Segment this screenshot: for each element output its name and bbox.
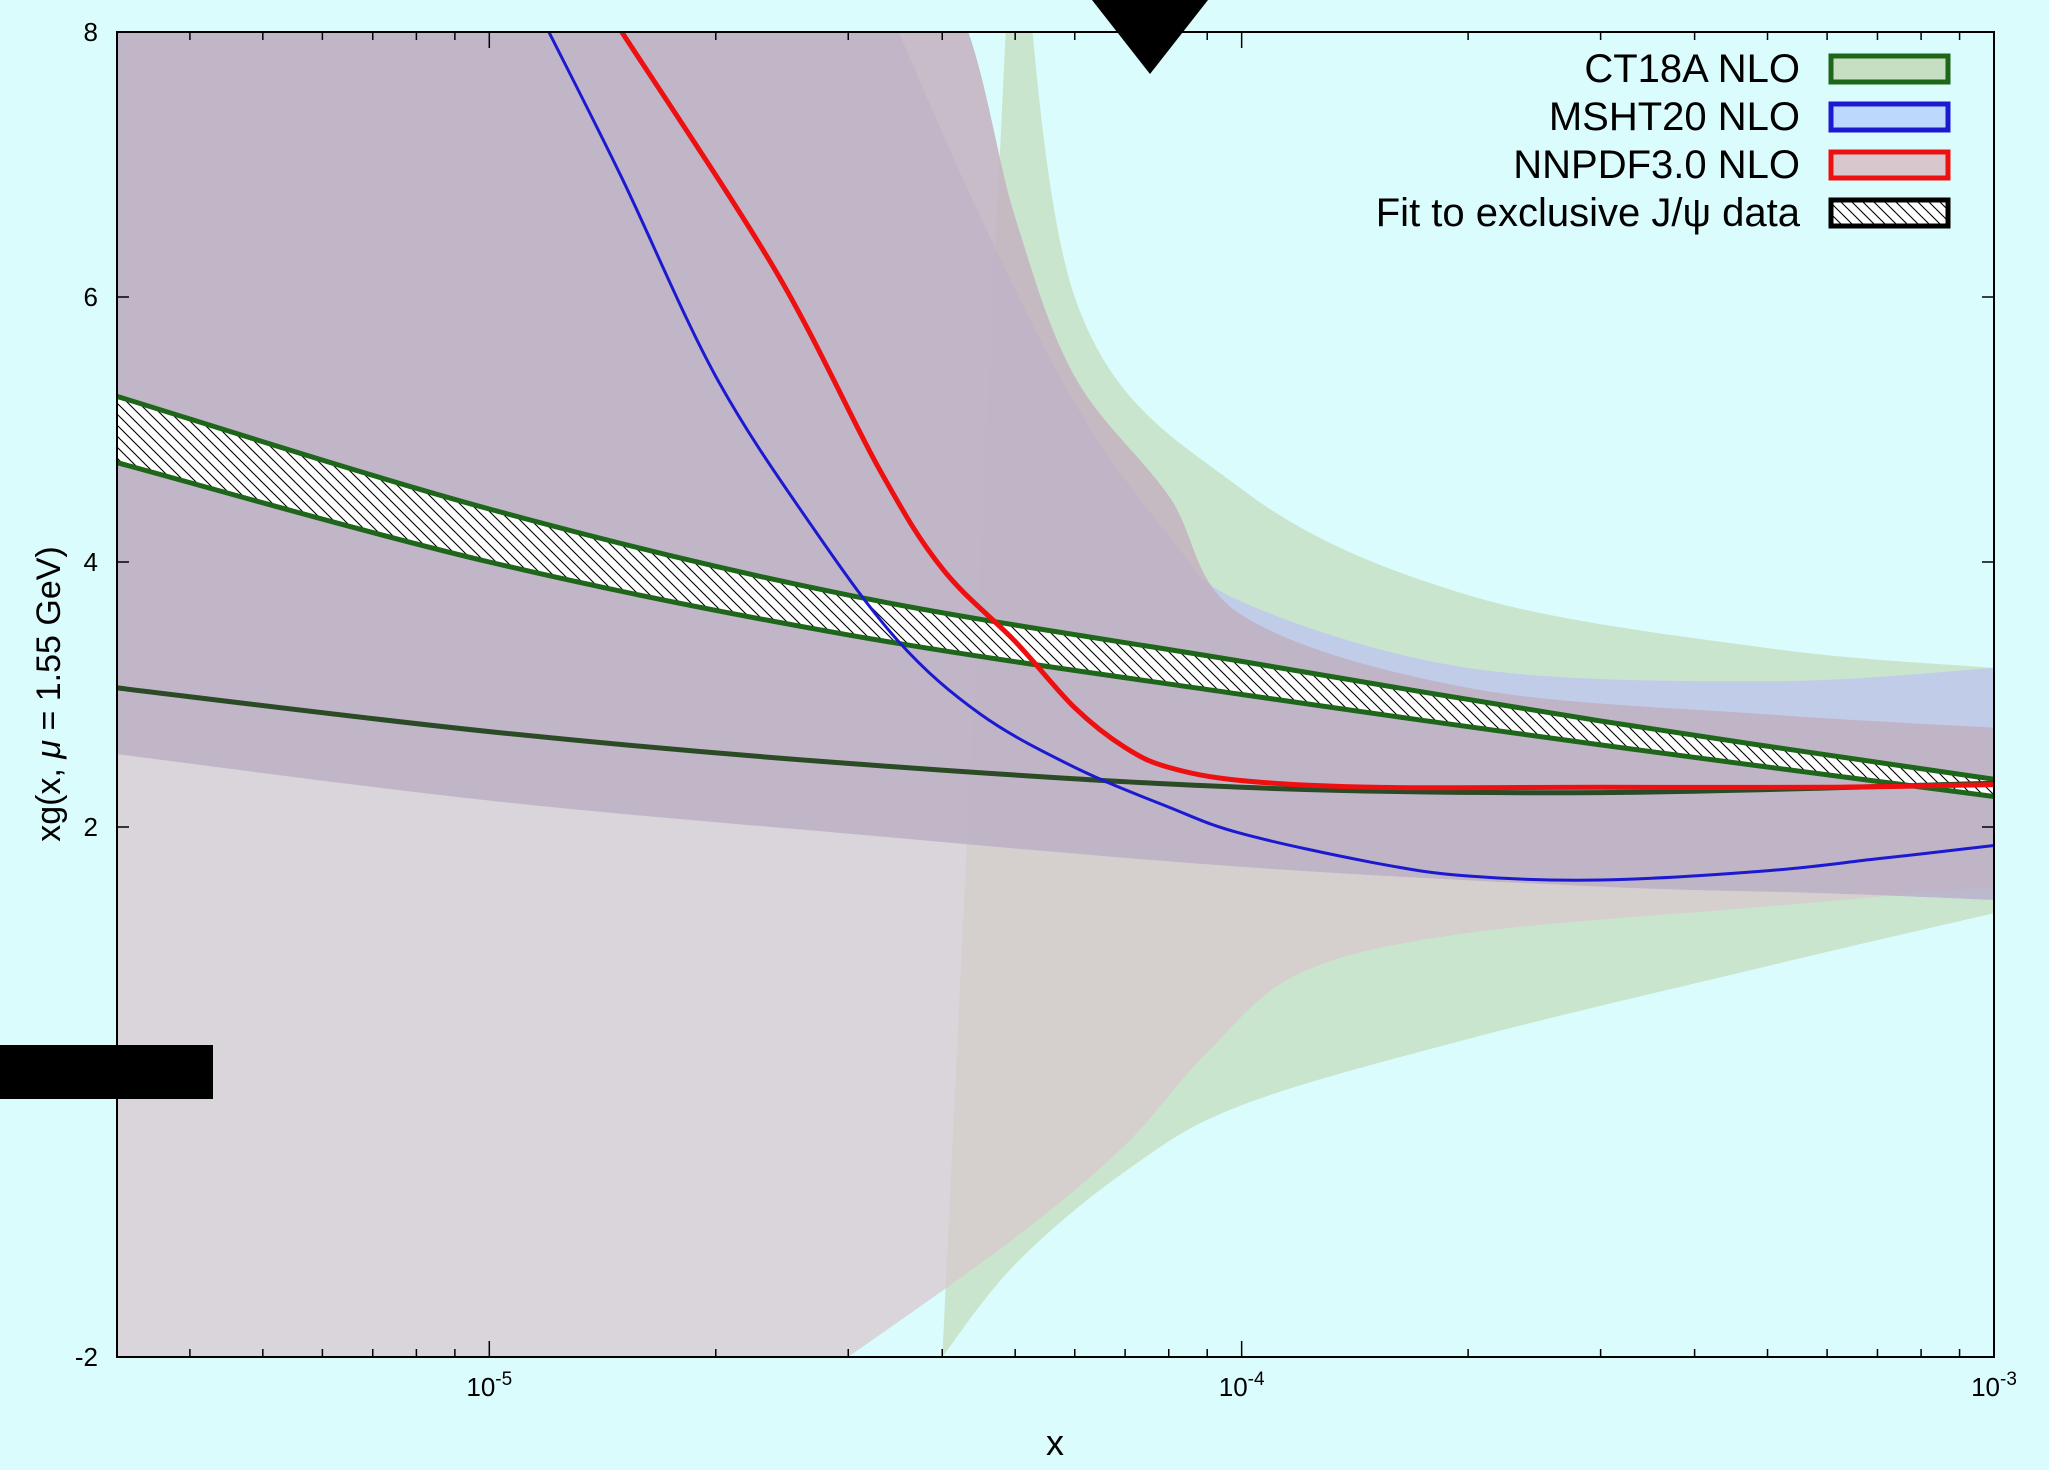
redaction-bar bbox=[0, 1045, 213, 1099]
redaction-triangle bbox=[1092, 0, 1208, 74]
legend-label-msht20: MSHT20 NLO bbox=[1549, 95, 1800, 139]
legend-label-ct18a: CT18A NLO bbox=[1584, 47, 1800, 91]
legend-swatch-jpsi bbox=[1828, 197, 1951, 229]
y-tick-labels: -2 2 4 6 8 bbox=[75, 17, 98, 1372]
jpsi-hatched-band bbox=[117, 396, 1994, 797]
y-tick-label: 6 bbox=[84, 282, 98, 312]
ct18a-central-line bbox=[117, 685, 1994, 796]
x-tick-label: 10-3 bbox=[1971, 1369, 2017, 1402]
uncertainty-bands bbox=[117, 32, 1994, 1357]
x-axis-label: x bbox=[1046, 1422, 1064, 1463]
y-tick-label: 4 bbox=[84, 547, 98, 577]
legend-label-jpsi: Fit to exclusive J/ψ data bbox=[1376, 191, 1801, 235]
central-lines bbox=[117, 32, 1994, 882]
legend-label-nnpdf: NNPDF3.0 NLO bbox=[1513, 143, 1800, 187]
y-tick-label: 2 bbox=[84, 812, 98, 842]
legend-swatch-ct18a bbox=[1828, 53, 1951, 85]
plot-frame bbox=[116, 31, 1995, 1358]
msht20-central-line bbox=[547, 32, 1994, 882]
legend-swatch-msht20 bbox=[1828, 101, 1951, 133]
y-tick-label: 8 bbox=[84, 17, 98, 47]
x-tick-label: 10-4 bbox=[1219, 1369, 1265, 1402]
jpsi-upper-edge bbox=[117, 394, 1994, 782]
y-axis-label: xg(x, μ = 1.55 GeV) bbox=[30, 546, 68, 842]
legend-swatch-nnpdf bbox=[1828, 149, 1951, 181]
y-tick-label: -2 bbox=[75, 1342, 98, 1372]
nnpdf-central-line bbox=[619, 32, 1994, 791]
jpsi-lower-edge bbox=[117, 460, 1994, 799]
x-tick-label: 10-5 bbox=[466, 1369, 512, 1402]
nnpdf-msht20-overlap bbox=[117, 32, 1994, 900]
x-tick-labels: 10-5 10-4 10-3 bbox=[466, 1369, 2017, 1402]
